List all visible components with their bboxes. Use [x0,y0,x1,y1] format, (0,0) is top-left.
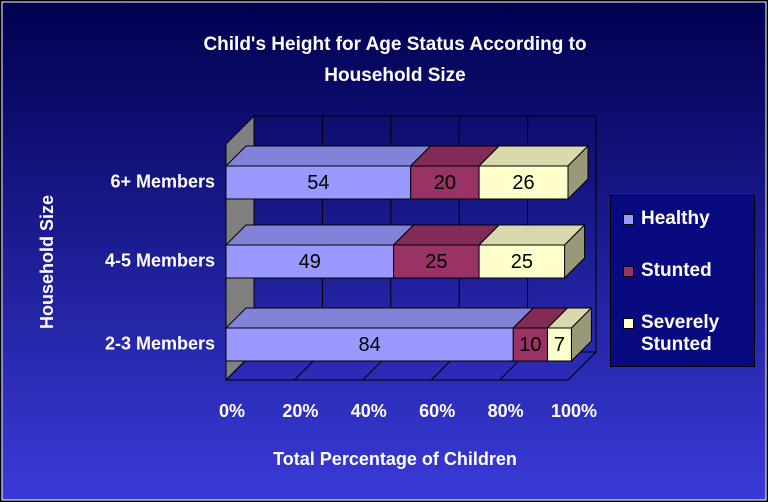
x-axis-title: Total Percentage of Children [273,449,517,469]
legend-label: Stunted [641,260,712,281]
x-tick-label: 60% [419,401,455,421]
data-label: 49 [299,251,321,273]
plot: 0% 20% 40% 60% 80% 100% 6+ Members 54 20 26 4-5 Me… [105,114,598,421]
legend-item: Healthy [623,208,751,230]
data-label: 54 [307,172,329,194]
data-label: 26 [512,172,534,194]
x-tick-label: 0% [219,401,245,421]
legend-label: Severely Stunted [641,312,720,355]
bar-top [224,224,415,246]
bar [512,327,548,362]
legend: Healthy Stunted Severely Stunted [610,195,755,367]
data-label: 25 [511,251,533,273]
legend-item: Stunted [623,260,751,282]
y-tick-label: 4-5 Members [105,250,215,270]
data-label: 20 [434,172,456,194]
bar [546,327,572,362]
legend-swatch [623,318,634,329]
bar-top [224,145,432,167]
data-label: 10 [519,334,541,356]
y-axis-title: Household Size [37,195,57,329]
chart-title: Child's Height for Age Status According … [203,34,586,86]
bar [410,165,480,200]
x-tick-label: 100% [551,401,597,421]
legend-label: Healthy [641,208,710,229]
bar [225,327,514,362]
bar [478,244,566,279]
x-tick-label: 80% [488,401,524,421]
x-tick-label: 40% [351,401,387,421]
y-tick-label: 2-3 Members [105,333,215,353]
y-tick-label: 6+ Members [110,171,215,191]
data-label: 84 [359,334,381,356]
data-label: 7 [554,334,565,356]
floor-line [567,351,597,381]
legend-item: Severely Stunted [623,312,751,356]
data-label: 25 [425,251,447,273]
bar-top [224,307,535,329]
x-tick-label: 20% [282,401,318,421]
legend-swatch [623,214,634,225]
bar [478,165,569,200]
legend-swatch [623,266,634,277]
